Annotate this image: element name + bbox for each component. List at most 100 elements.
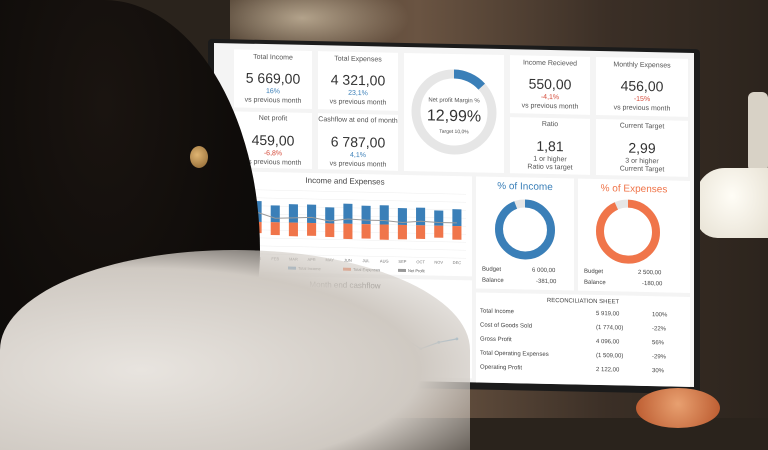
x-tick-label: SEP: [398, 259, 406, 264]
expense-bar: [361, 224, 371, 239]
recon-pct: 100%: [652, 312, 668, 319]
kpi-note: vs previous month: [329, 98, 387, 107]
recon-pct: 30%: [652, 368, 665, 375]
kpi-label: Ratio: [541, 120, 559, 129]
kpi-note: Ratio vs target: [527, 163, 573, 172]
kpi-total-expenses: Total Expenses 4 321,00 23,1% vs previou…: [318, 51, 398, 111]
reconciliation-title: RECONCILIATION SHEET: [546, 297, 620, 306]
pct-income-card: % of Income Budget 6 000,00 Balance -381…: [476, 176, 574, 291]
gridline: [248, 205, 466, 211]
income-bar: [270, 205, 280, 223]
recon-label: Gross Profit: [480, 336, 512, 344]
kpi-label: Total Income: [253, 53, 293, 62]
recon-label: Total Income: [480, 308, 515, 316]
earring: [190, 146, 208, 168]
recon-value: (1 509,00): [596, 352, 624, 360]
recon-value: 2 122,00: [596, 366, 620, 374]
budget-label: Budget: [584, 268, 604, 276]
donut-arc: [596, 199, 660, 264]
income-bar: [343, 203, 353, 224]
kpi-label: Cashflow at end of month: [318, 116, 398, 125]
kpi-note: vs previous month: [329, 160, 387, 169]
balance-value: -180,00: [642, 280, 663, 288]
legend-label: Net Profit: [408, 268, 426, 273]
kpi-note: vs previous month: [613, 104, 671, 113]
x-tick-label: JUN: [344, 258, 352, 263]
gridline: [248, 237, 466, 243]
budget-value: 6 000,00: [532, 267, 556, 275]
income-bar: [325, 207, 335, 224]
kpi-pct: 16%: [265, 88, 280, 96]
income-bar: [434, 210, 444, 226]
net-profit-line: [256, 211, 457, 224]
gridline: [248, 189, 466, 195]
recon-label: Operating Profit: [480, 364, 523, 372]
kpi-pct: 23,1%: [348, 89, 368, 98]
gridline: [248, 197, 466, 203]
kpi-label: Net profit: [258, 114, 288, 123]
kpi-note: Current Target: [619, 165, 665, 174]
x-tick-label: AUG: [380, 258, 389, 263]
x-tick-label: DEC: [453, 260, 462, 265]
kpi-total-income: Total Income 5 669,00 16% vs previous mo…: [234, 49, 312, 110]
kpi-cashflow: Cashflow at end of month 6 787,00 4,1% v…: [318, 113, 398, 171]
recon-pct: -29%: [652, 354, 667, 361]
income-bar: [288, 204, 298, 223]
gridline: [248, 213, 466, 219]
expense-bar: [270, 222, 280, 236]
expense-bar: [343, 223, 353, 240]
kpi-ratio: Ratio 1,81 1 or higher Ratio vs target: [510, 117, 590, 175]
kpi-value: 5 669,00: [245, 69, 301, 87]
expense-bar: [379, 224, 389, 240]
kpi-label: Monthly Expenses: [613, 61, 671, 70]
lamp-arm: [748, 92, 768, 172]
kpi-value: 550,00: [528, 75, 572, 93]
kpi-value: 456,00: [620, 77, 664, 95]
gridline: [248, 245, 466, 251]
net-margin-card: Net profit Margin % 12,99% Target 10,0%: [404, 52, 504, 174]
expense-bar: [307, 222, 317, 236]
person-shoulder: [0, 250, 470, 450]
budget-value: 2 500,00: [638, 269, 662, 277]
pct-income-donut: [495, 199, 555, 260]
expense-bar: [452, 225, 462, 240]
balance-label: Balance: [482, 277, 504, 285]
recon-pct: 56%: [652, 340, 665, 347]
kpi-current-target: Current Target 2,99 3 or higher Current …: [596, 118, 688, 177]
income-bar: [361, 205, 371, 225]
desk-lamp: [696, 168, 768, 238]
gridline: [248, 229, 466, 235]
gridline: [248, 221, 466, 227]
recon-label: Total Operating Expenses: [480, 350, 549, 358]
expense-bar: [397, 224, 407, 240]
recon-value: (1 774,00): [596, 324, 624, 332]
income-bar: [397, 208, 407, 226]
mug: [636, 388, 720, 428]
budget-label: Budget: [482, 266, 502, 273]
kpi-pct: -4,1%: [540, 93, 560, 102]
kpi-label: Total Expenses: [334, 55, 382, 64]
kpi-monthly-expenses: Monthly Expenses 456,00 -15% vs previous…: [596, 56, 688, 117]
kpi-income-received: Income Recieved 550,00 -4,1% vs previous…: [510, 55, 590, 115]
x-tick-label: NOV: [434, 260, 443, 265]
net-margin-donut: [411, 69, 497, 155]
kpi-value: 6 787,00: [330, 133, 386, 151]
income-bar: [416, 207, 426, 226]
net-margin-value: 12,99%: [426, 107, 482, 126]
pct-expenses-card: % of Expenses Budget 2 500,00 Balance -1…: [578, 178, 690, 293]
balance-label: Balance: [584, 279, 606, 287]
recon-label: Cost of Goods Sold: [480, 322, 533, 330]
donut-arc: [495, 199, 555, 260]
legend-swatch: [398, 268, 406, 272]
expense-bar: [434, 225, 444, 238]
expense-bar: [288, 222, 298, 237]
x-tick-label: OCT: [416, 259, 425, 264]
kpi-value: 4 321,00: [330, 71, 386, 89]
recon-pct: -22%: [652, 326, 667, 333]
kpi-pct: -15%: [633, 95, 651, 104]
income-bar: [452, 209, 462, 227]
kpi-note: vs previous month: [521, 102, 579, 111]
kpi-label: Income Recieved: [522, 59, 578, 68]
kpi-value: 1,81: [536, 137, 564, 155]
balance-value: -381,00: [536, 278, 557, 286]
